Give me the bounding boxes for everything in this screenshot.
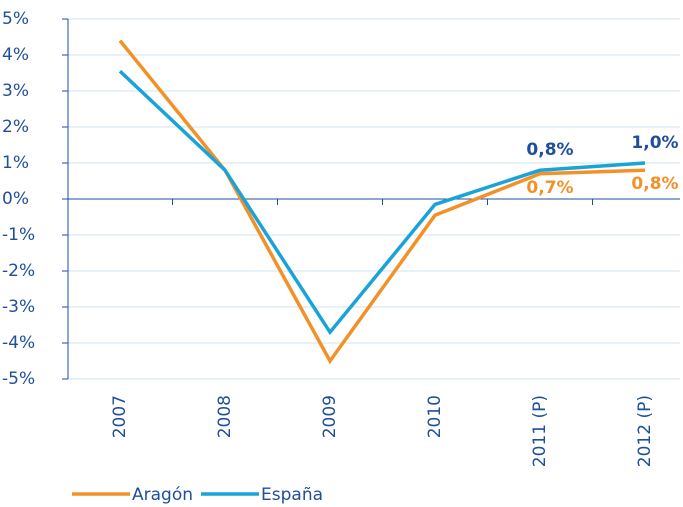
value-label: 0,7% — [526, 178, 573, 198]
x-tick-label: 2011 (P) — [530, 395, 550, 467]
line — [118, 39, 646, 365]
y-tick-label: -5% — [2, 369, 35, 389]
value-label: 1,0% — [631, 133, 678, 153]
x-tick-label: 2009 — [320, 395, 340, 438]
y-tick-label: 5% — [2, 9, 29, 29]
line — [118, 69, 646, 336]
value-label: 0,8% — [631, 174, 678, 194]
x-tick-label: 2012 (P) — [635, 395, 655, 467]
y-tick-label: 2% — [2, 117, 29, 137]
x-tick-label: 2008 — [215, 395, 235, 438]
legend-label: Aragón — [132, 485, 193, 505]
y-tick-label: -4% — [2, 333, 35, 353]
y-tick-label: 4% — [2, 45, 29, 65]
y-tick-label: 1% — [2, 153, 29, 173]
legend-label: España — [261, 485, 323, 505]
value-label: 0,8% — [526, 140, 573, 160]
x-tick-label: 2007 — [110, 395, 130, 438]
y-tick-label: -3% — [2, 297, 35, 317]
y-tick-label: -1% — [2, 225, 35, 245]
x-tick-label: 2010 — [425, 395, 445, 438]
y-tick-label: 0% — [2, 189, 29, 209]
y-tick-label: -2% — [2, 261, 35, 281]
y-tick-label: 3% — [2, 81, 29, 101]
